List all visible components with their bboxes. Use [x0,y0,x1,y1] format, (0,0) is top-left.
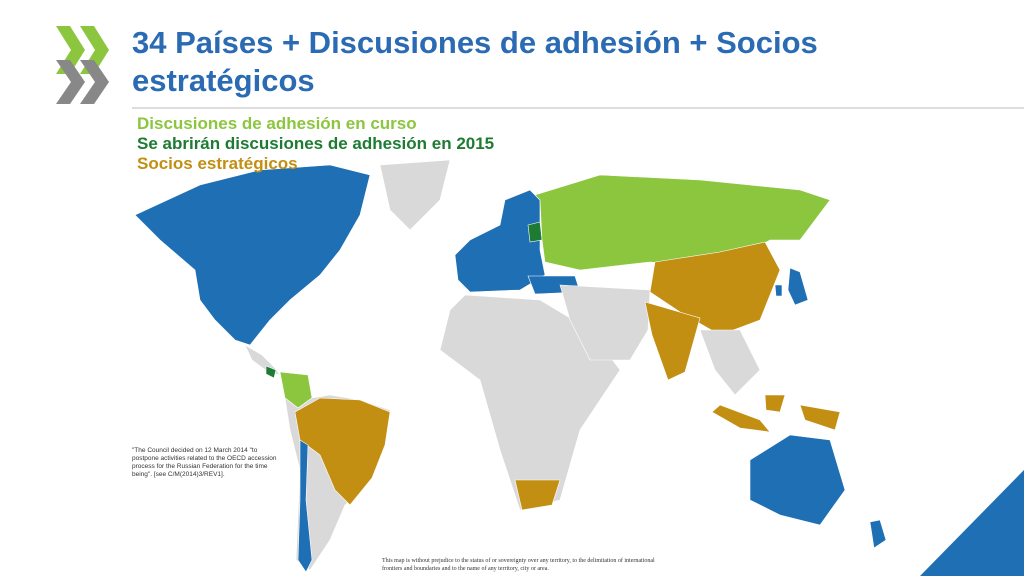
title: 34 Países + Discusiones de adhesión + So… [132,25,818,98]
legend-item: Socios estratégicos [137,154,298,173]
logo [56,26,109,104]
countries [134,159,887,573]
legend-item: Discusiones de adhesión en curso [137,114,417,133]
legend: Discusiones de adhesión en curso Se abrir… [137,114,494,174]
corner [920,470,1024,576]
disclaimer: This map is without prejudice to the sta… [382,558,655,572]
note: "The Council decided on 12 March 2014 "t… [132,447,277,478]
legend-item: Se abrirán discusiones de adhesión en 20… [137,134,495,153]
